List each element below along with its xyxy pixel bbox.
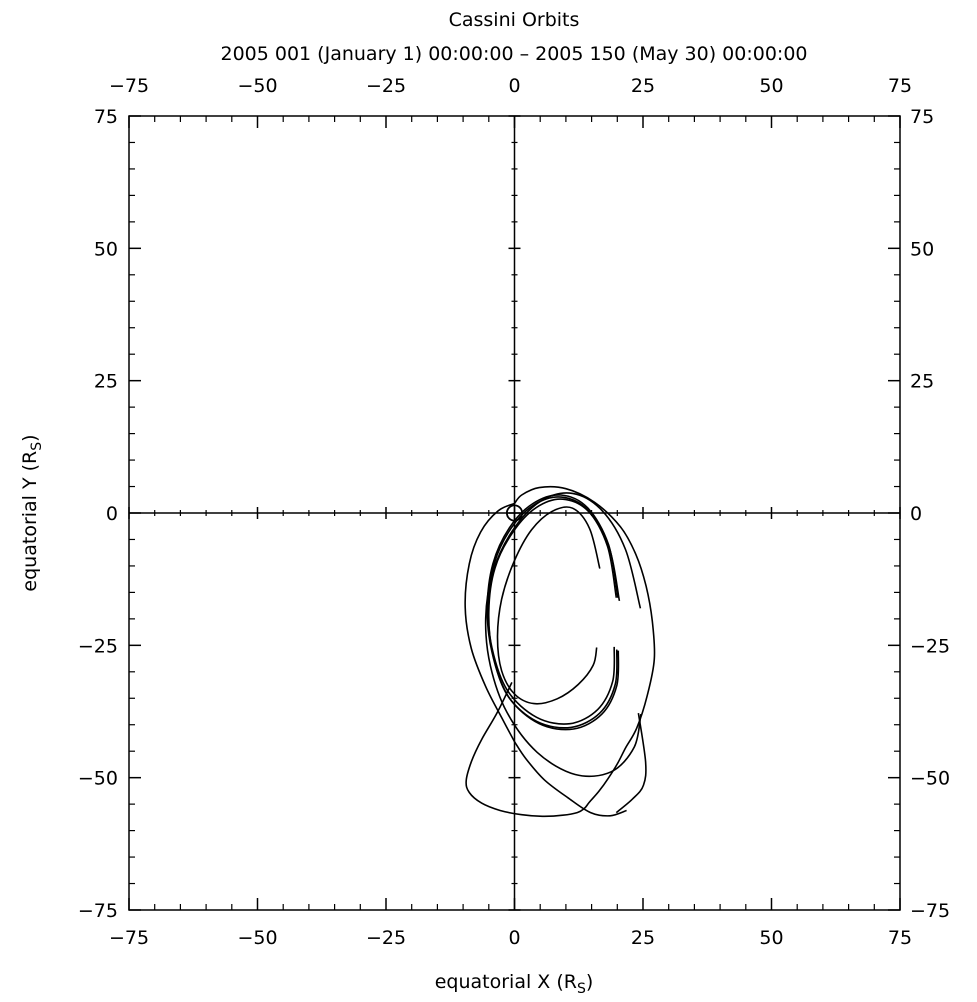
y-tick-label-right: 50: [910, 238, 934, 260]
x-tick-label-bottom: −75: [109, 927, 149, 949]
y-tick-label-left: −50: [78, 768, 118, 790]
y-tick-label-left: −75: [78, 900, 118, 922]
x-tick-label-bottom: 75: [888, 927, 912, 949]
orbit-series-line: [513, 741, 627, 817]
orbit-series-line: [465, 486, 656, 818]
y-axis-label-close: ): [19, 434, 41, 441]
x-axis-label-sub: S: [577, 981, 586, 997]
axis-ticks: [128, 115, 901, 911]
saturn-marker: [505, 504, 524, 522]
y-tick-label-right: −25: [910, 635, 950, 657]
y-tick-label-right: −75: [910, 900, 950, 922]
x-tick-label-bottom: −50: [237, 927, 277, 949]
x-tick-label-top: −50: [237, 75, 277, 97]
x-tick-label-top: −25: [366, 75, 406, 97]
y-tick-label-left: 0: [106, 503, 118, 525]
orbit-series-line: [496, 506, 601, 705]
orbit-series-line: [464, 502, 516, 743]
x-tick-label-bottom: 0: [508, 927, 520, 949]
y-tick-label-right: 0: [910, 503, 922, 525]
x-axis-label-main: equatorial X (R: [435, 971, 577, 993]
y-tick-label-left: 25: [94, 371, 118, 393]
y-axis-label: equatorial Y (RS): [19, 434, 45, 591]
x-axis-label-close: ): [586, 971, 593, 993]
y-tick-label-left: −25: [78, 635, 118, 657]
tick-labels: −75 −75 −75 −75 −50 −50 −50 −50 −25 −25 −25 −25 0 0 0 0…: [78, 75, 950, 949]
x-tick-label-bottom: 25: [631, 927, 655, 949]
orbit-series-line: [484, 492, 642, 778]
x-tick-label-top: 75: [888, 75, 912, 97]
orbit-series-line: [487, 498, 621, 731]
x-tick-label-bottom: 50: [759, 927, 783, 949]
y-tick-label-right: −50: [910, 768, 950, 790]
x-axis-label: equatorial X (RS): [435, 971, 594, 997]
y-axis-label-sub: S: [29, 442, 45, 451]
x-tick-label-top: 25: [631, 75, 655, 97]
chart-title: Cassini Orbits: [449, 9, 580, 31]
x-tick-label-top: −75: [109, 75, 149, 97]
orbit-paths: [464, 486, 656, 818]
chart-subtitle: 2005 001 (January 1) 00:00:00 – 2005 150…: [220, 43, 807, 65]
saturn-circle: [505, 504, 524, 522]
y-tick-label-right: 25: [910, 371, 934, 393]
y-tick-label-right: 75: [910, 106, 934, 128]
y-axis-label-main: equatorial Y (R: [19, 451, 41, 592]
orbit-series-line: [615, 712, 647, 814]
x-tick-label-bottom: −25: [366, 927, 406, 949]
y-tick-label-left: 75: [94, 106, 118, 128]
y-tick-label-left: 50: [94, 238, 118, 260]
orbit-series-line: [486, 494, 619, 729]
x-tick-label-top: 50: [759, 75, 783, 97]
x-tick-label-top: 0: [508, 75, 520, 97]
